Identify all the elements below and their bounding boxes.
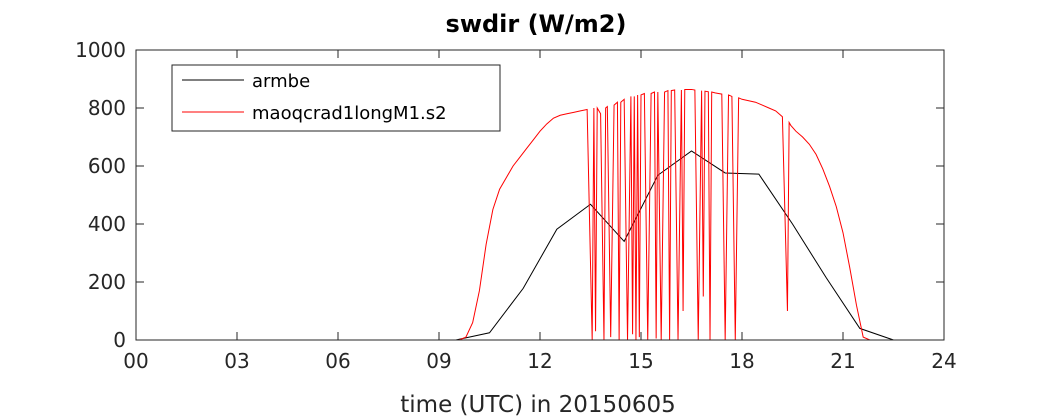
y-tick-label: 600 — [88, 154, 126, 178]
x-tick-label: 21 — [830, 349, 855, 373]
x-tick-label: 00 — [123, 349, 148, 373]
tick-layer: 00 03 06 09 12 15 18 21 24 0 200 400 600 800 1000 — [75, 38, 957, 373]
legend-label: armbe — [252, 71, 310, 92]
x-tick-label: 15 — [628, 349, 653, 373]
chart-title: swdir (W/m2) — [446, 10, 627, 38]
legend: armbe maoqcrad1longM1.s2 — [171, 64, 501, 132]
y-tick-label: 1000 — [75, 38, 126, 62]
y-tick-label: 0 — [113, 328, 126, 352]
x-tick-label: 06 — [325, 349, 350, 373]
x-tick-label: 09 — [426, 349, 451, 373]
x-tick-label: 18 — [729, 349, 754, 373]
x-tick-label: 03 — [224, 349, 249, 373]
x-axis-label: time (UTC) in 20150605 — [400, 392, 675, 417]
y-tick-label: 400 — [88, 212, 126, 236]
y-tick-label: 800 — [88, 96, 126, 120]
series-line-maoqcrad1longM1 — [136, 88, 944, 341]
x-tick-label: 12 — [527, 349, 552, 373]
legend-box — [171, 64, 501, 132]
y-tick-label: 200 — [88, 270, 126, 294]
legend-label: maoqcrad1longM1.s2 — [252, 103, 447, 124]
x-tick-label: 24 — [931, 349, 956, 373]
